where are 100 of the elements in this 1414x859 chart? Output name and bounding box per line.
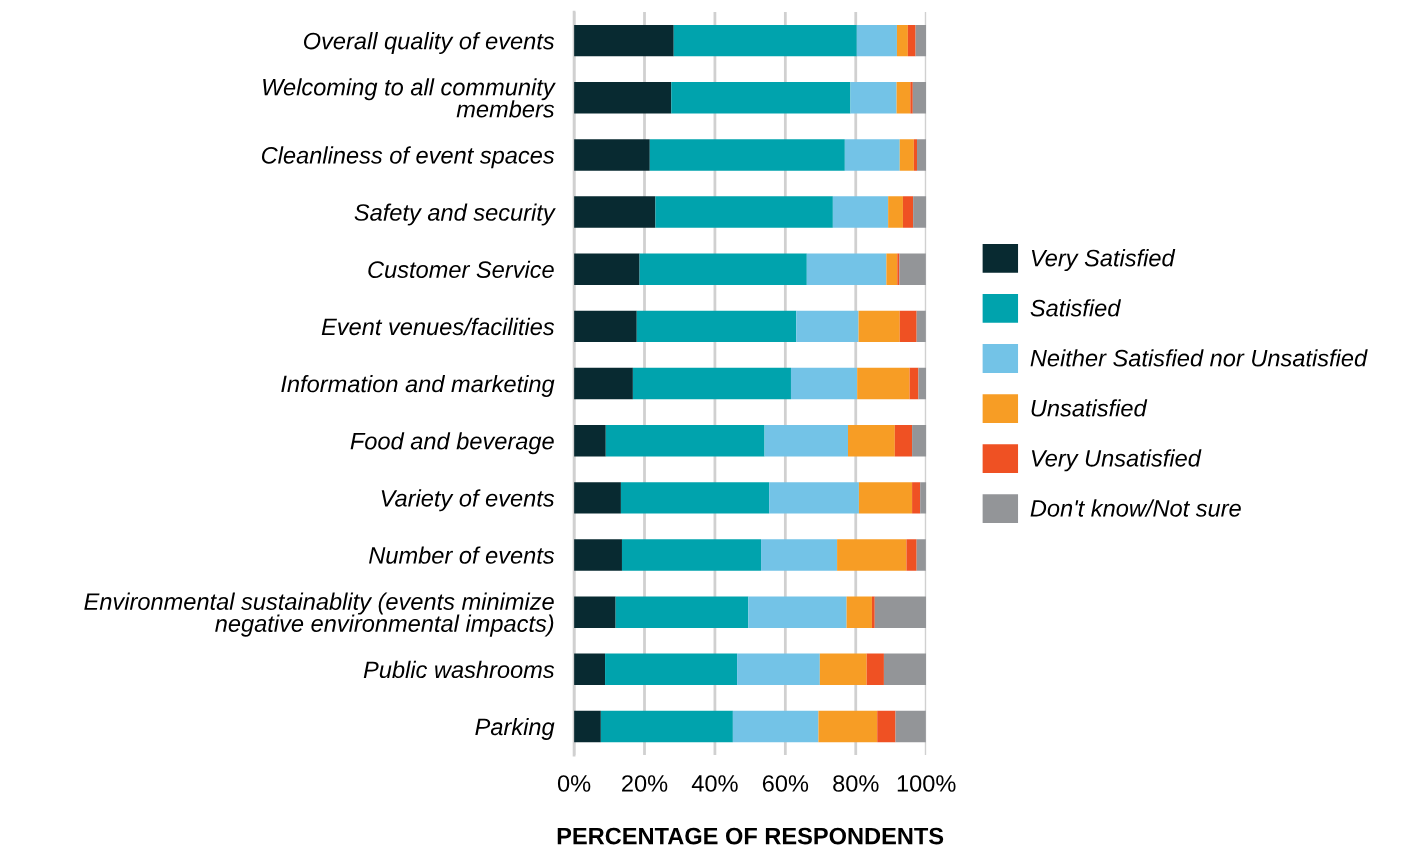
bar [920, 482, 927, 514]
x-tick-label: 100% [897, 775, 956, 792]
y-tick-label: Safety and security [354, 203, 556, 226]
y-tick-label: Information and marketing [281, 374, 555, 397]
bar [912, 424, 927, 457]
bar [850, 82, 897, 114]
y-tick-label: Event venues/facilities [321, 317, 555, 336]
bar [732, 710, 819, 743]
bar [897, 253, 900, 285]
x-tick-label: 80% [833, 775, 879, 792]
bar [574, 196, 656, 228]
bar [858, 310, 900, 343]
bar [916, 310, 926, 343]
bar [832, 196, 889, 228]
bar [574, 596, 616, 628]
legend-label: Satisfied [1030, 299, 1122, 317]
bar [639, 253, 807, 285]
bar [574, 253, 640, 285]
bar [899, 310, 917, 343]
bar [574, 310, 637, 343]
y-tick-label: Number of events [369, 546, 555, 564]
bar [819, 653, 867, 686]
bar [748, 596, 847, 628]
bar [883, 653, 927, 686]
bar [620, 482, 770, 514]
bar [649, 139, 845, 171]
bar [615, 596, 749, 628]
y-tick-label: Environmental sustainablity (events minimize negative environmental impacts) [84, 592, 554, 637]
bar [917, 139, 927, 171]
bar [874, 596, 927, 628]
bar [574, 482, 621, 514]
bar [896, 24, 908, 57]
bar [632, 367, 791, 400]
bar [888, 196, 903, 228]
bar [574, 539, 622, 571]
bar [909, 367, 919, 400]
bar [871, 596, 875, 628]
bar [848, 424, 895, 457]
legend-label: Neither Satisfied nor Unsatisfied [1030, 349, 1368, 367]
bar [837, 539, 907, 571]
bar [655, 196, 833, 228]
bar [806, 253, 887, 285]
bar [857, 367, 910, 400]
bar [918, 367, 927, 400]
x-tick-label: 60% [762, 775, 809, 792]
y-tick-label: Cleanliness of event spaces [261, 146, 555, 169]
bar [796, 310, 859, 343]
y-tick-label: Overall quality of events [303, 32, 555, 55]
x-tick-label: 40% [691, 775, 738, 792]
bar [764, 424, 849, 457]
x-tick-label: 0% [557, 775, 591, 792]
bar [574, 139, 650, 171]
legend-label: Very Unsatisfied [1031, 449, 1202, 472]
y-tick-label: Variety of events [381, 489, 555, 512]
bar [761, 539, 838, 571]
bar [907, 24, 916, 57]
bar [769, 482, 859, 514]
legend-label: Unsatisfied [1031, 399, 1148, 417]
bar [574, 367, 633, 400]
y-tick-label: Welcoming to all community members [263, 78, 556, 118]
bar [574, 24, 674, 57]
bar [844, 139, 900, 171]
bar [858, 482, 913, 514]
y-tick-label: Parking [475, 717, 555, 740]
bar [671, 82, 851, 114]
bar [913, 139, 918, 171]
bar [605, 424, 765, 457]
bar [818, 710, 878, 743]
x-axis-title: PERCENTAGE OF RESPONDENTS [557, 827, 944, 845]
bar [912, 82, 927, 114]
bar [574, 710, 601, 743]
x-tick-label: 20% [622, 775, 668, 792]
bar [906, 539, 917, 571]
bar [895, 710, 926, 743]
bar [574, 424, 606, 457]
bar [574, 653, 606, 686]
bar [877, 710, 896, 743]
bar [856, 24, 897, 57]
bar [886, 253, 898, 285]
y-tick-label: Food and beverage [350, 432, 554, 455]
bar [790, 367, 858, 400]
bar [916, 539, 926, 571]
bar [899, 139, 914, 171]
bar [896, 82, 911, 114]
bar [605, 653, 738, 686]
bar [899, 253, 926, 285]
bar [600, 710, 733, 743]
bar [902, 196, 914, 228]
bar [910, 82, 913, 114]
legend-label: Very Satisfied [1031, 249, 1176, 272]
bar [912, 482, 921, 514]
y-tick-label: Customer Service [368, 260, 554, 279]
legend-label: Don't know/Not sure [1030, 499, 1241, 517]
bar [636, 310, 797, 343]
bar [894, 424, 913, 457]
bar [673, 24, 857, 57]
bar [737, 653, 820, 686]
bar [621, 539, 762, 571]
bar [915, 24, 927, 57]
y-tick-label: Public washrooms [363, 660, 555, 679]
